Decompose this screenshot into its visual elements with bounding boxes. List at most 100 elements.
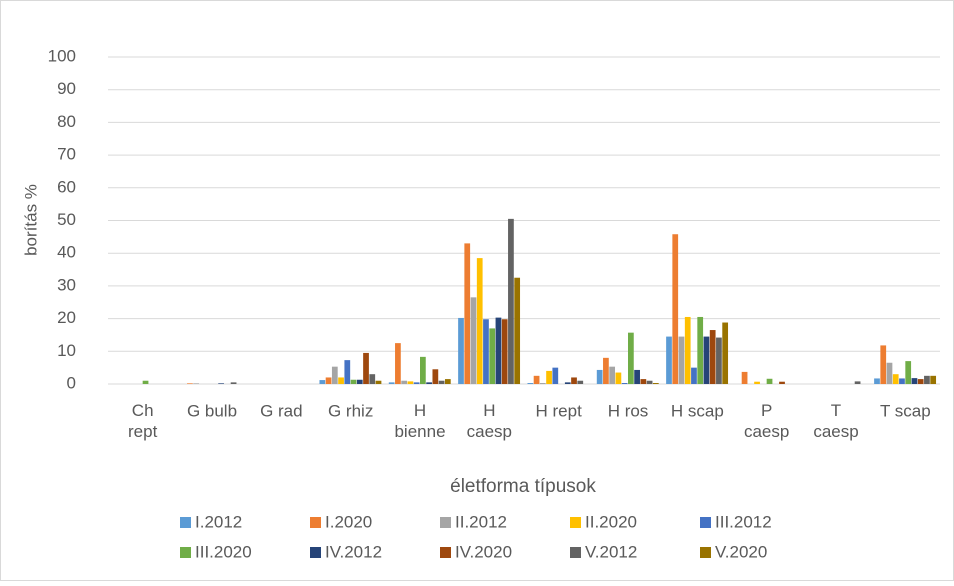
bar	[930, 375, 937, 384]
x-tick-label-line: P	[761, 401, 772, 420]
bar	[899, 378, 905, 384]
bar	[187, 383, 193, 384]
bar	[911, 378, 918, 384]
bar	[722, 322, 729, 384]
bar	[672, 234, 679, 384]
y-tick-label: 0	[67, 373, 76, 392]
x-tick-label-line: caesp	[744, 422, 789, 441]
x-tick-label: T scap	[880, 401, 931, 420]
bar	[363, 352, 369, 384]
bar	[621, 383, 628, 384]
bar	[905, 361, 912, 384]
bar	[564, 382, 571, 384]
bar	[464, 243, 471, 384]
bar	[325, 377, 332, 384]
y-tick-label: 70	[57, 145, 76, 164]
x-tick-label: G rhiz	[328, 401, 373, 420]
bar	[634, 369, 640, 384]
bar	[697, 316, 704, 384]
legend-swatch	[440, 547, 451, 558]
legend-label: I.2020	[325, 512, 372, 531]
bar	[603, 357, 609, 384]
x-tick-label: Ch rept	[128, 401, 158, 441]
bar	[880, 345, 887, 384]
bar	[388, 382, 395, 384]
legend-swatch	[440, 517, 451, 528]
legend-label: V.2020	[715, 542, 767, 561]
bar	[924, 375, 930, 384]
bar	[218, 383, 224, 384]
bar	[501, 319, 508, 384]
bar	[917, 379, 924, 384]
bar	[369, 374, 376, 384]
legend-swatch	[570, 547, 581, 558]
bar	[470, 297, 477, 384]
bar	[514, 277, 521, 384]
y-tick-label: 30	[57, 275, 76, 294]
bar	[407, 381, 414, 384]
legend-swatch	[700, 547, 711, 558]
bar	[444, 379, 451, 384]
bar	[350, 379, 357, 384]
y-tick-label: 40	[57, 243, 76, 262]
bar	[344, 360, 351, 384]
bar	[508, 218, 514, 384]
legend-swatch	[700, 517, 711, 528]
bar	[886, 362, 893, 384]
bar	[142, 380, 149, 384]
x-tick-label-line: Ch	[132, 401, 154, 420]
bar	[527, 383, 534, 384]
legend-label: III.2020	[195, 542, 252, 561]
bar	[874, 378, 880, 384]
bar	[375, 380, 382, 384]
bar	[395, 343, 401, 384]
bar	[230, 382, 237, 384]
x-tick-label-line: bienne	[394, 422, 445, 441]
bar	[779, 381, 785, 384]
x-tick-label: H ros	[608, 401, 649, 420]
bar	[646, 380, 653, 384]
bar	[495, 317, 502, 384]
legend-swatch	[310, 547, 321, 558]
bar	[483, 319, 489, 384]
bar	[539, 383, 546, 384]
bar	[892, 374, 899, 384]
x-tick-label-line: H	[414, 401, 426, 420]
bar	[678, 336, 685, 384]
legend-label: IV.2012	[325, 542, 382, 561]
bar	[854, 381, 861, 384]
x-tick-label: H rept	[536, 401, 583, 420]
bar	[401, 380, 408, 384]
legend-label: III.2012	[715, 512, 772, 531]
x-tick-label-line: H	[483, 401, 495, 420]
bar	[193, 383, 200, 384]
legend-label: V.2012	[585, 542, 637, 561]
y-tick-label: 60	[57, 177, 76, 196]
bar	[476, 258, 483, 384]
bar	[615, 372, 622, 384]
bar	[609, 366, 616, 384]
bar	[666, 336, 672, 384]
y-tick-label: 50	[57, 210, 76, 229]
y-axis-title: borítás %	[21, 184, 40, 256]
x-tick-label: H scap	[671, 401, 724, 420]
bar	[577, 380, 584, 384]
x-tick-label: G bulb	[187, 401, 237, 420]
legend-swatch	[180, 547, 191, 558]
y-tick-label: 80	[57, 112, 76, 131]
x-tick-label-line: T	[831, 401, 841, 420]
legend-label: I.2012	[195, 512, 242, 531]
bar	[596, 369, 603, 384]
bar	[684, 316, 691, 384]
bar	[552, 367, 559, 384]
bar	[703, 336, 710, 384]
bar	[571, 377, 577, 384]
legend-label: II.2012	[455, 512, 507, 531]
bar	[652, 383, 659, 384]
bar	[640, 379, 647, 384]
bar	[331, 366, 338, 384]
